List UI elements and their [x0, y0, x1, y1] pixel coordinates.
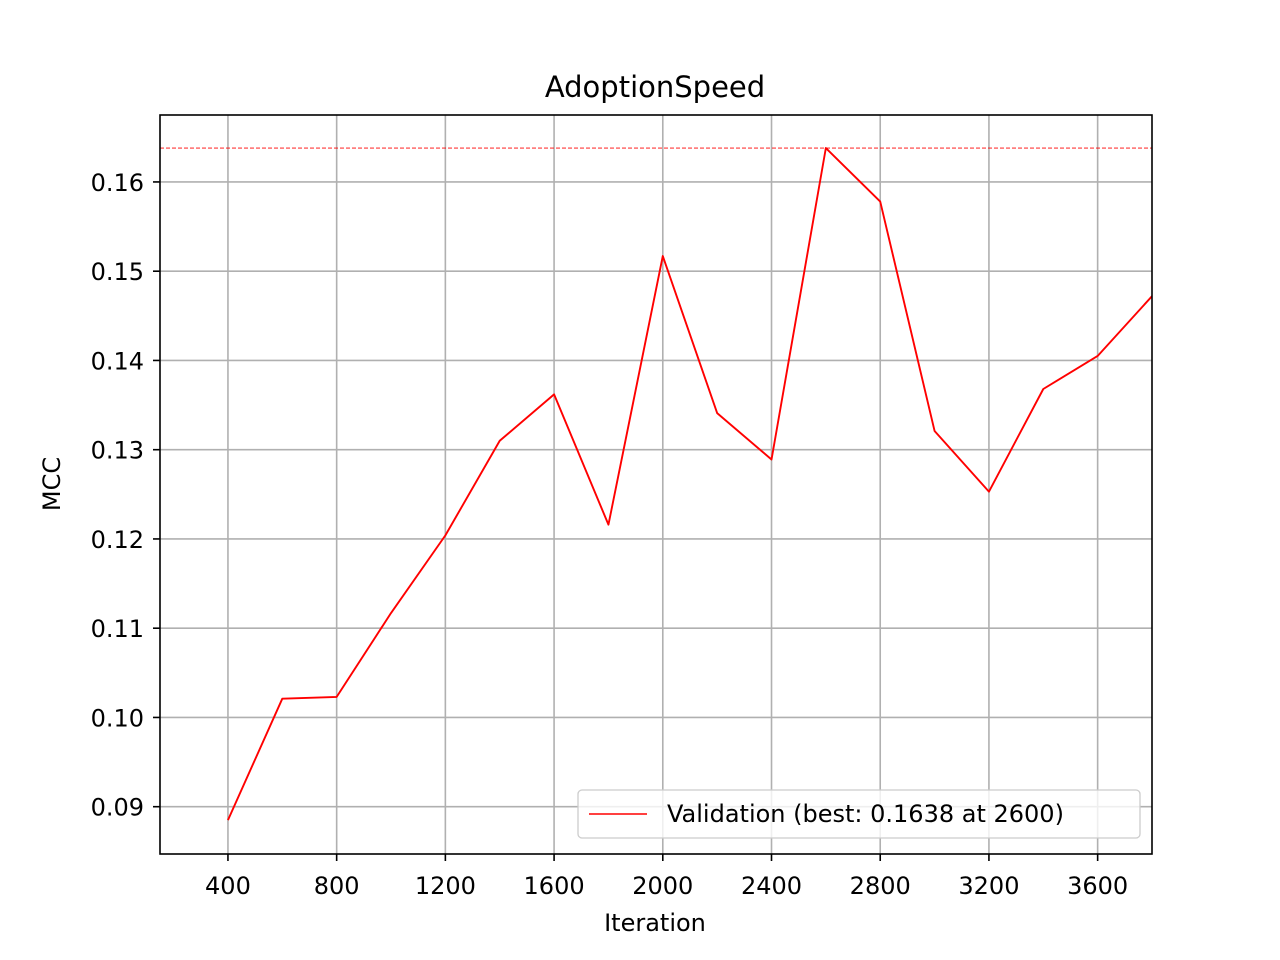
y-tick-label: 0.13: [91, 437, 144, 465]
y-axis-ticks: 0.09 0.10 0.11 0.12 0.13 0.14 0.15 0.16: [91, 169, 160, 822]
x-tick-label: 800: [314, 872, 360, 900]
x-tick-label: 1600: [524, 872, 585, 900]
x-tick-label: 3600: [1067, 872, 1128, 900]
y-axis-label: MCC: [38, 457, 66, 511]
x-tick-label: 3200: [958, 872, 1019, 900]
x-tick-label: 1200: [415, 872, 476, 900]
legend-series-label: Validation (best: 0.1638 at 2600): [667, 800, 1064, 828]
validation-series-line: [227, 147, 1152, 821]
chart-title: AdoptionSpeed: [545, 70, 765, 104]
x-axis-ticks: 400 800 1200 1600 2000 2400 2800 3200 3600: [205, 854, 1128, 900]
series-lines: [227, 147, 1152, 821]
x-tick-label: 2000: [632, 872, 693, 900]
y-tick-label: 0.09: [91, 794, 144, 822]
x-axis-label: Iteration: [604, 909, 706, 937]
x-tick-label: 400: [205, 872, 251, 900]
y-tick-label: 0.11: [91, 615, 144, 643]
y-tick-label: 0.14: [91, 347, 144, 375]
y-tick-label: 0.10: [91, 704, 144, 732]
y-tick-label: 0.16: [91, 169, 144, 197]
plot-area-frame: [159, 114, 1153, 855]
y-tick-label: 0.12: [91, 526, 144, 554]
x-tick-label: 2400: [741, 872, 802, 900]
y-tick-label: 0.15: [91, 258, 144, 286]
legend: Validation (best: 0.1638 at 2600): [577, 789, 1141, 839]
legend-box: [577, 789, 1141, 839]
x-tick-label: 2800: [850, 872, 911, 900]
